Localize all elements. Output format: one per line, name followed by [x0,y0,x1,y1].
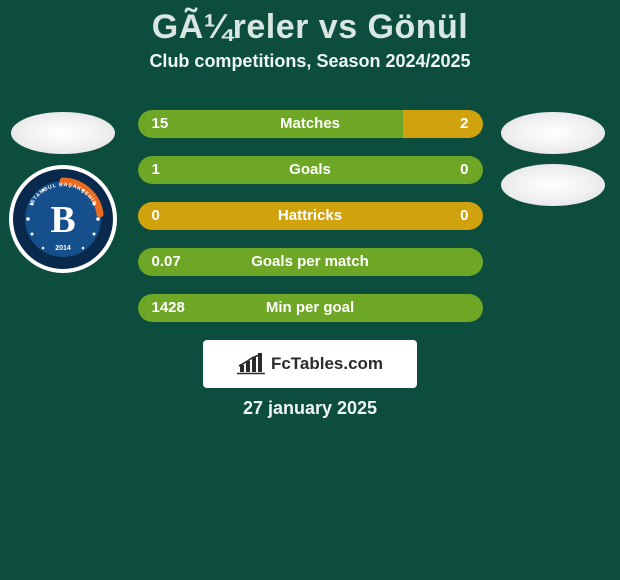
stat-label: Hattricks [278,202,342,230]
stat-row: 0.07 Goals per match [138,248,483,276]
placeholder-photo-icon [11,112,115,154]
stat-fill-left [138,110,404,138]
root: GÃ¼reler vs Gönül Club competitions, Sea… [0,0,620,580]
page-title: GÃ¼reler vs Gönül [0,8,620,47]
stat-label: Goals [289,156,331,184]
stat-value-left: 1428 [152,294,185,322]
stat-row: 1428 Min per goal [138,294,483,322]
stat-value-right: 2 [460,110,468,138]
stat-row: 15 2 Matches [138,110,483,138]
date-label: 27 january 2025 [0,398,620,419]
stat-row: 0 0 Hattricks [138,202,483,230]
brand-box[interactable]: FcTables.com [203,340,417,388]
left-team-column: ISTANBUL BAŞAKŞEHİR B 2014 [8,112,118,274]
right-team-column [498,112,608,216]
stat-label: Goals per match [251,248,369,276]
stat-value-right: 0 [460,156,468,184]
stat-fill-right [403,110,482,138]
subtitle: Club competitions, Season 2024/2025 [0,51,620,72]
stat-value-right: 0 [460,202,468,230]
stat-value-left: 15 [152,110,169,138]
placeholder-photo-icon [501,112,605,154]
brand-label: FcTables.com [271,354,383,374]
crest-letter: B [50,199,75,241]
stat-label: Min per goal [266,294,354,322]
stat-value-left: 0 [152,202,160,230]
stats-table: 15 2 Matches 1 0 Goals 0 0 Hattricks 0.07 Goals pe… [138,110,483,322]
stat-value-left: 1 [152,156,160,184]
stat-value-left: 0.07 [152,248,181,276]
club-crest-left: ISTANBUL BAŞAKŞEHİR B 2014 [8,164,118,274]
stat-label: Matches [280,110,340,138]
placeholder-club-icon [501,164,605,206]
crest-year: 2014 [55,245,71,252]
stat-row: 1 0 Goals [138,156,483,184]
bar-chart-icon [237,353,265,375]
